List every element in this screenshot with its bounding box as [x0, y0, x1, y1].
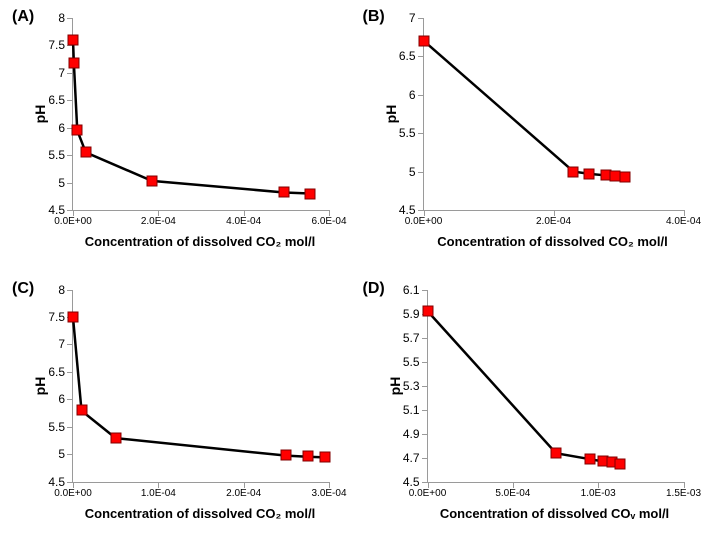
ytick-label: 5.1 [403, 403, 428, 417]
ytick-label: 7 [409, 11, 424, 25]
ytick-label: 6 [409, 88, 424, 102]
xtick-label: 6.0E-04 [311, 210, 346, 227]
ytick-label: 5.5 [48, 148, 73, 162]
plot-area: 4.555.566.577.580.0E+002.0E-044.0E-046.0… [72, 18, 329, 211]
ytick-label: 6.5 [48, 365, 73, 379]
ytick-label: 5.5 [403, 355, 428, 369]
data-marker [68, 57, 79, 68]
panel-C: (C) pH Concentration of dissolved CO₂ mol/… [0, 272, 355, 543]
panel-label: (D) [363, 280, 385, 298]
data-marker [76, 405, 87, 416]
panel-A: (A) pH Concentration of dissolved CO₂ mol/… [0, 0, 355, 272]
ytick-label: 5 [58, 176, 73, 190]
ytick-label: 5.7 [403, 331, 428, 345]
series-line [73, 18, 329, 210]
xtick-label: 4.0E-04 [226, 210, 261, 227]
xtick-label: 2.0E-04 [536, 210, 571, 227]
data-marker [304, 188, 315, 199]
data-marker [568, 166, 579, 177]
x-axis-label: Concentration of dissolved COᵥ mol/l [440, 506, 669, 521]
xtick-label: 0.0E+00 [409, 482, 447, 499]
xtick-label: 1.0E-04 [141, 482, 176, 499]
x-axis-label: Concentration of dissolved CO₂ mol/l [437, 234, 667, 249]
data-marker [584, 168, 595, 179]
ytick-label: 7 [58, 337, 73, 351]
xtick-label: 3.0E-04 [311, 482, 346, 499]
ytick-label: 6 [58, 392, 73, 406]
data-marker [302, 451, 313, 462]
data-marker [422, 306, 433, 317]
data-marker [418, 36, 429, 47]
ytick-label: 6.1 [403, 283, 428, 297]
plot-area: 4.555.566.577.580.0E+001.0E-042.0E-043.0… [72, 290, 329, 483]
data-marker [146, 175, 157, 186]
panel-B: (B) pH Concentration of dissolved CO₂ mol/… [355, 0, 709, 272]
x-axis-label: Concentration of dissolved CO₂ mol/l [85, 506, 315, 521]
panel-label: (C) [12, 280, 34, 298]
data-marker [279, 187, 290, 198]
xtick-label: 1.5E-03 [666, 482, 701, 499]
plot-area: 4.555.566.570.0E+002.0E-044.0E-04 [423, 18, 684, 211]
xtick-label: 4.0E-04 [666, 210, 701, 227]
data-marker [615, 458, 626, 469]
ytick-label: 5.5 [48, 420, 73, 434]
data-marker [319, 451, 330, 462]
xtick-label: 2.0E-04 [226, 482, 261, 499]
series-line [424, 18, 684, 210]
xtick-label: 5.0E-04 [495, 482, 530, 499]
data-marker [68, 34, 79, 45]
y-axis-label: pH [383, 105, 399, 124]
ytick-label: 8 [58, 283, 73, 297]
ytick-label: 6.5 [399, 49, 424, 63]
ytick-label: 4.9 [403, 427, 428, 441]
ytick-label: 5.5 [399, 126, 424, 140]
xtick-label: 0.0E+00 [54, 210, 92, 227]
xtick-label: 0.0E+00 [54, 482, 92, 499]
ytick-label: 4.7 [403, 451, 428, 465]
xtick-label: 0.0E+00 [405, 210, 443, 227]
data-marker [110, 432, 121, 443]
ytick-label: 5.3 [403, 379, 428, 393]
data-marker [620, 171, 631, 182]
ytick-label: 5 [58, 447, 73, 461]
data-marker [68, 311, 79, 322]
ytick-label: 5 [409, 165, 424, 179]
chart-grid: (A) pH Concentration of dissolved CO₂ mol/… [0, 0, 709, 543]
ytick-label: 8 [58, 11, 73, 25]
y-axis-label: pH [32, 376, 48, 395]
y-axis-label: pH [387, 376, 403, 395]
data-marker [281, 450, 292, 461]
y-axis-label: pH [32, 105, 48, 124]
panel-label: (B) [363, 8, 385, 26]
data-marker [80, 147, 91, 158]
data-marker [584, 453, 595, 464]
data-marker [72, 125, 83, 136]
xtick-label: 2.0E-04 [141, 210, 176, 227]
xtick-label: 1.0E-03 [581, 482, 616, 499]
plot-area: 4.54.74.95.15.35.55.75.96.10.0E+005.0E-0… [427, 290, 684, 483]
x-axis-label: Concentration of dissolved CO₂ mol/l [85, 234, 315, 249]
panel-D: (D) pH Concentration of dissolved COᵥ mol/… [355, 272, 709, 543]
panel-label: (A) [12, 8, 34, 26]
ytick-label: 6.5 [48, 93, 73, 107]
data-marker [550, 447, 561, 458]
